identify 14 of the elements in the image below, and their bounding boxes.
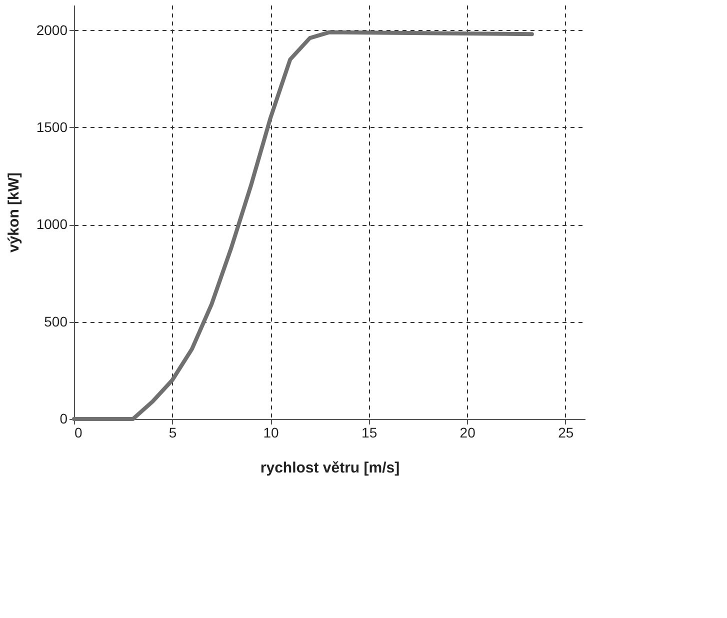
y-tick-label: 1000 <box>36 216 68 232</box>
x-tick-label: 10 <box>263 424 280 440</box>
x-tick-label: 0 <box>74 424 82 440</box>
line-series <box>72 30 534 421</box>
x-axis-title: rychlost větru [m/s] <box>260 460 400 476</box>
x-tick-label: 25 <box>558 424 574 440</box>
x-tick-label: 15 <box>362 424 378 440</box>
y-tick-label: 0 <box>60 410 68 426</box>
y-tick-label: 500 <box>44 313 68 330</box>
y-tick-label: 1500 <box>36 118 68 135</box>
y-tick-label: 2000 <box>36 22 68 38</box>
x-tick-label: 5 <box>168 424 177 440</box>
y-axis-title: výkon [kW] <box>5 172 22 253</box>
x-tick-label: 20 <box>460 424 476 440</box>
